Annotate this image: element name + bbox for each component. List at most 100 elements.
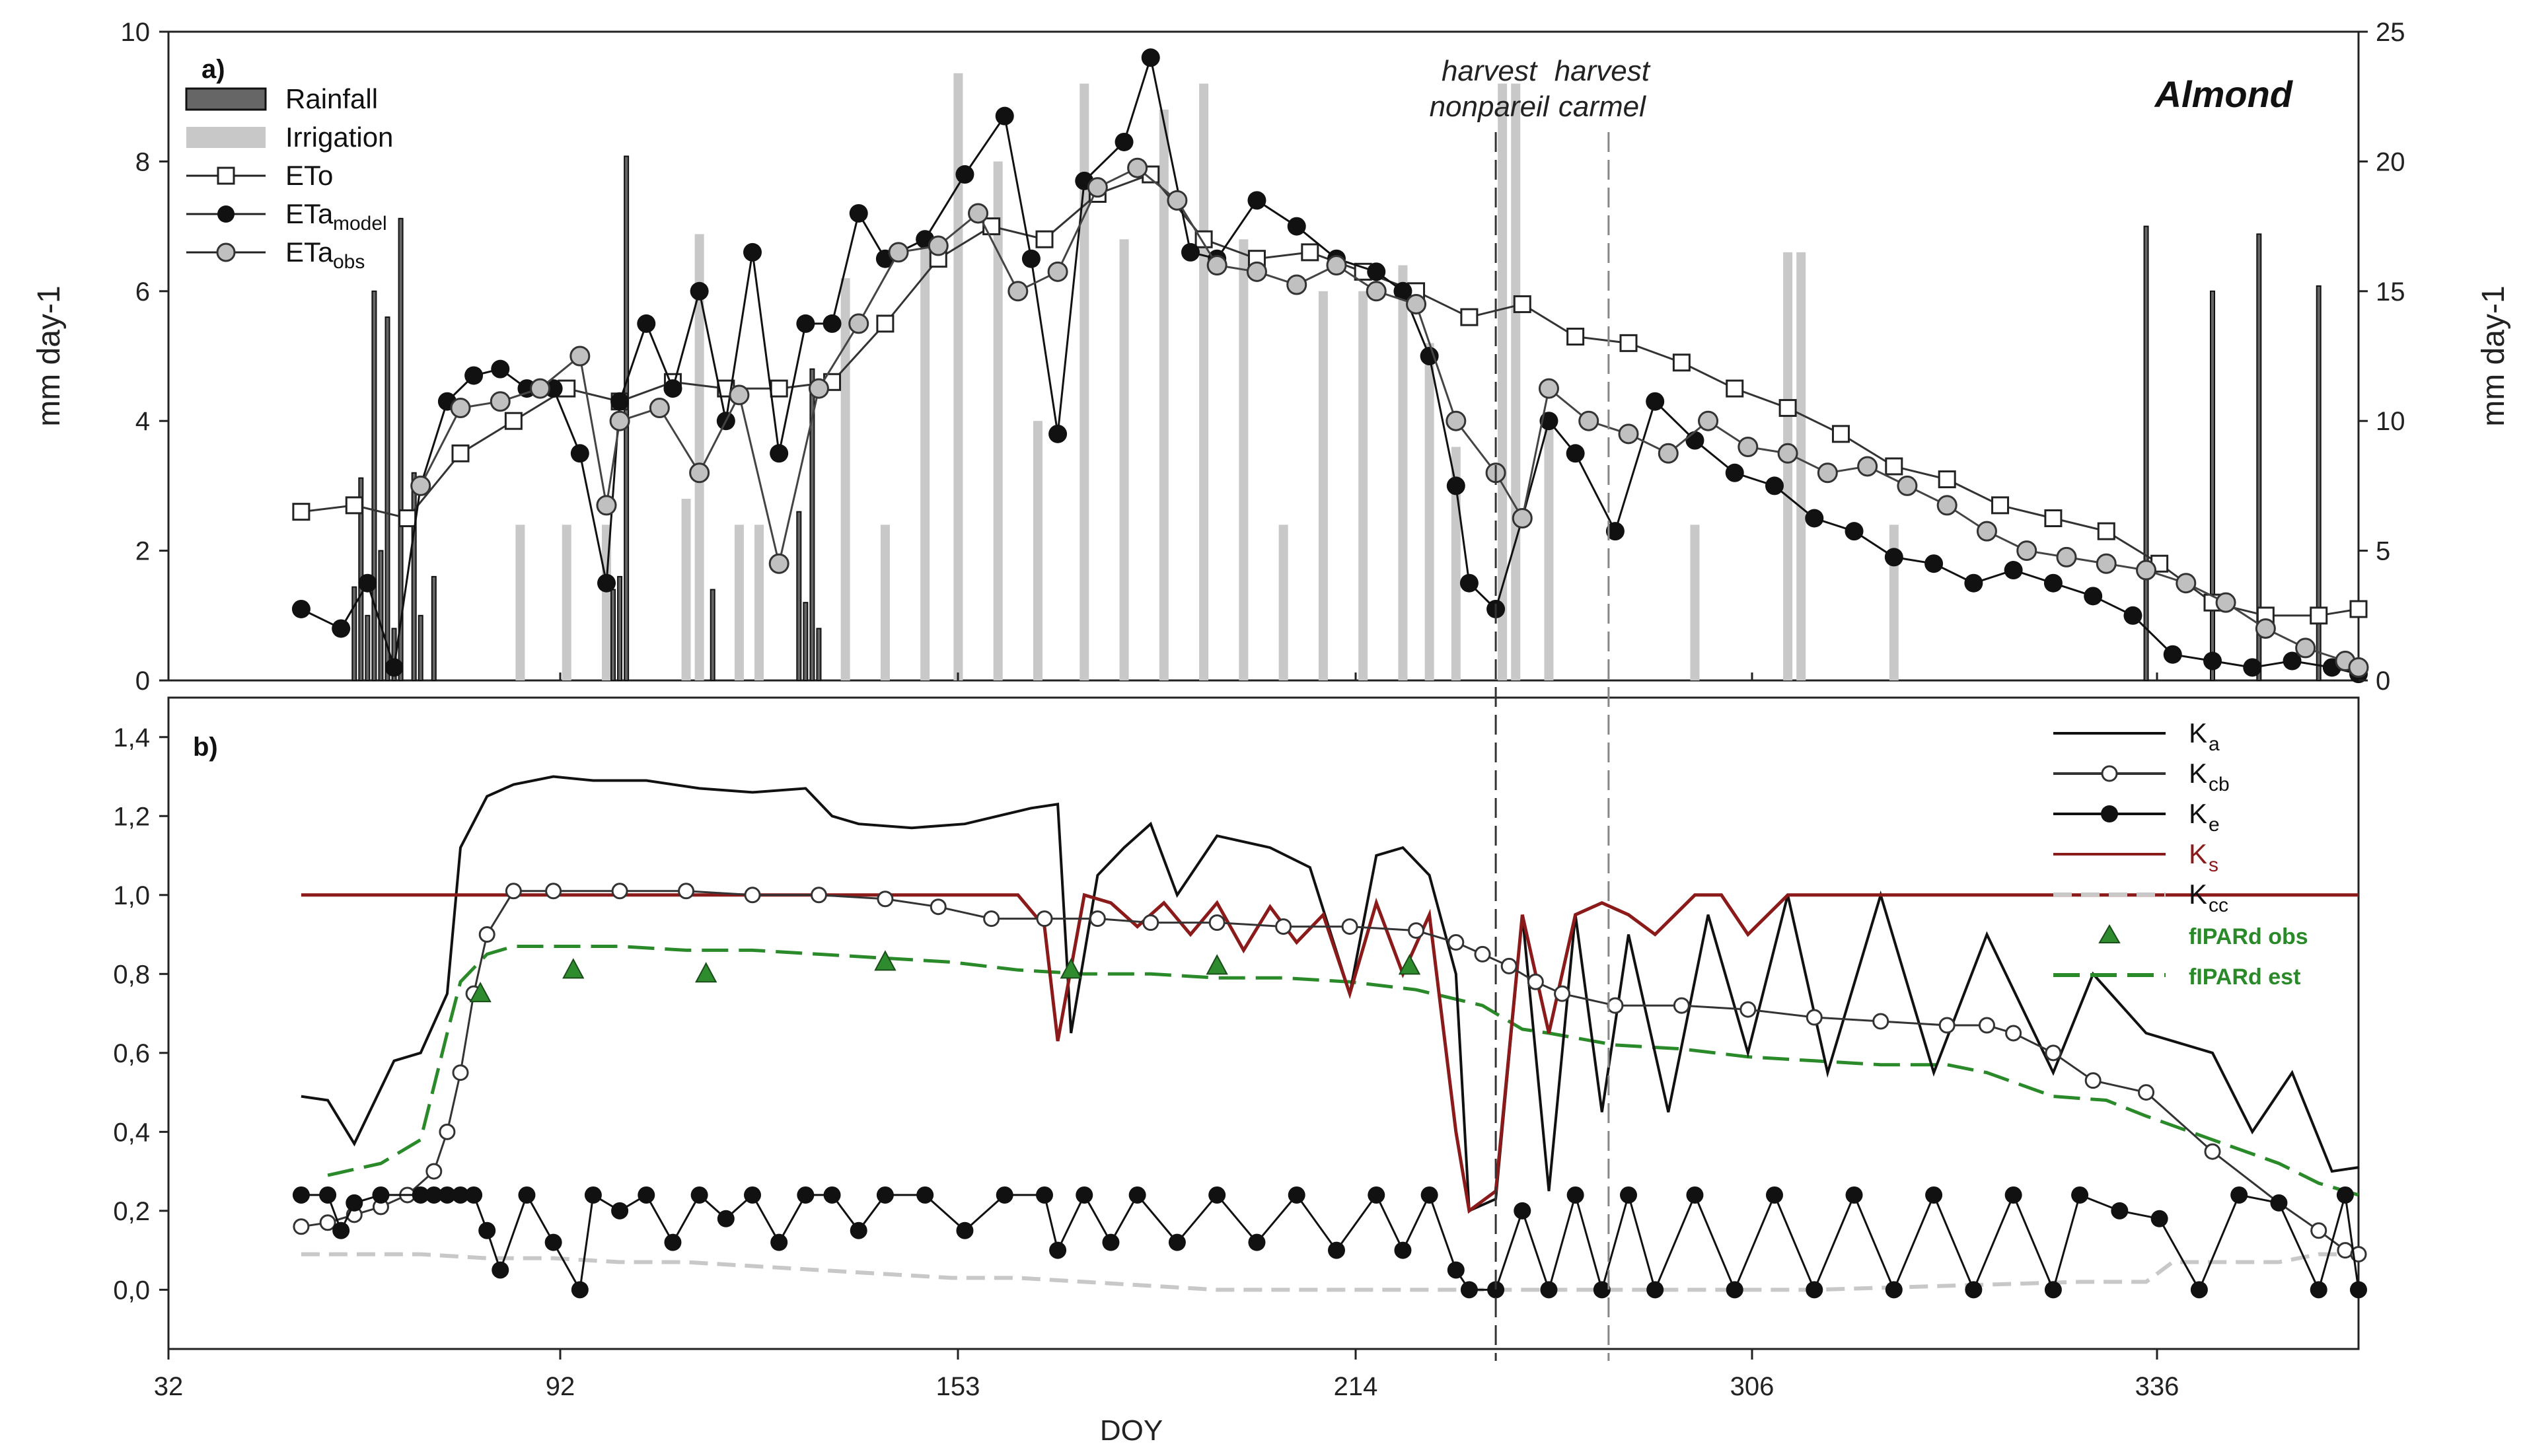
ke-point [916, 1186, 934, 1204]
eto-point [1301, 243, 1319, 262]
eta-model-point [570, 444, 589, 463]
kcb-point [1275, 918, 1292, 935]
irrigation-bar [1239, 239, 1249, 680]
eta-model-point [358, 573, 377, 593]
eto-point [1831, 425, 1850, 443]
kcb-point [1938, 1017, 1956, 1034]
eto-point [292, 503, 311, 521]
y-tick-label: 8 [135, 147, 150, 176]
eta-model-point [743, 242, 762, 262]
ke-point [1328, 1241, 1345, 1259]
eta-obs-point [1618, 423, 1639, 445]
panel-a-frame [167, 30, 2360, 682]
eta-obs-point [968, 203, 989, 224]
legend-label: K [2189, 758, 2207, 789]
kcb-point [1447, 933, 1465, 951]
eta-model-point [690, 281, 709, 301]
ke-point [319, 1186, 337, 1204]
ke-point [2071, 1186, 2089, 1204]
eto-point [770, 379, 788, 398]
ke-point [1965, 1281, 1983, 1299]
kcb-point [439, 1123, 456, 1140]
legend-irrigation-swatch [186, 127, 266, 148]
eto-point [1938, 470, 1956, 489]
eta-obs-point [2255, 618, 2276, 639]
eta-model-point [2163, 645, 2182, 664]
rainfall-bar [2210, 290, 2215, 681]
ke-point [1420, 1186, 1438, 1204]
kcb-point [1474, 945, 1491, 963]
legend-label: Irrigation [285, 122, 393, 153]
ke-point [1102, 1233, 1120, 1251]
legend-rainfall-swatch [185, 87, 267, 111]
eta-obs-point [1512, 508, 1533, 528]
irrigation-bar [1796, 252, 1806, 680]
eta-model-point [637, 314, 656, 333]
kcb-point [2337, 1242, 2354, 1259]
kcb-point [983, 910, 1000, 928]
kcb-point [319, 1214, 336, 1231]
eta-model-point [1685, 431, 1704, 450]
kcb-point [1500, 957, 1518, 974]
kcb-point [425, 1163, 443, 1180]
rainfall-bar [2256, 233, 2262, 682]
ke-point [1076, 1186, 1093, 1204]
ke-point [664, 1233, 682, 1251]
eta-obs-point [410, 475, 431, 496]
irrigation-bar [694, 234, 704, 680]
irrigation-bar [1511, 83, 1521, 680]
ke-point [638, 1186, 655, 1204]
ke-point [1806, 1281, 1823, 1299]
eta-model-point [1646, 392, 1665, 411]
eta-obs-point [1406, 293, 1427, 314]
harvest-annotation: harvest [1442, 55, 1538, 87]
kcb-point [744, 887, 761, 904]
irrigation-bar [1498, 83, 1508, 680]
ke-point [465, 1186, 483, 1204]
eta-model-point [2123, 606, 2142, 625]
y-tick-label: 2 [135, 537, 150, 566]
kcb-point [2204, 1143, 2221, 1160]
eta-obs-point [1206, 255, 1227, 276]
eta-model-point [610, 392, 630, 411]
eta-model-point [823, 314, 842, 333]
kcb-point [810, 887, 827, 904]
eta-model-point [2283, 651, 2302, 671]
eto-point [2044, 509, 2063, 527]
eta-obs-point [2215, 592, 2236, 613]
panel-b-label: b) [193, 733, 218, 762]
eta-model-point [1884, 548, 1903, 567]
ke-point [1925, 1186, 1943, 1204]
ke-point [1288, 1186, 1305, 1204]
ke-point [1368, 1186, 1385, 1204]
eta-model-point [464, 366, 484, 385]
legend-label: fIPARd obs [2189, 924, 2308, 949]
ke-line [301, 1191, 2360, 1293]
eta-obs-point [2295, 637, 2316, 659]
eta-obs-point [1286, 274, 1307, 295]
ke-point [1394, 1241, 1412, 1259]
eta-model-point [1765, 476, 1784, 495]
ke-point [2044, 1281, 2062, 1299]
rainfall-bar [365, 614, 371, 681]
eta-model-point [2004, 561, 2023, 580]
ke-point [797, 1186, 815, 1204]
x-axis-label: DOY [1100, 1414, 1163, 1447]
eta-obs-point [729, 384, 750, 406]
eta-model-point [491, 359, 510, 379]
rainfall-bar [398, 217, 404, 682]
eto-point [1778, 399, 1797, 418]
irrigation-bar [562, 525, 571, 680]
fipard-est-line [327, 945, 2359, 1197]
rainfall-bar [431, 575, 437, 681]
panel-a-label: a) [201, 55, 225, 84]
kcb-point [1408, 922, 1425, 939]
ke-point [1726, 1281, 1743, 1299]
rainfall-bar [617, 575, 623, 681]
ke-point [571, 1281, 589, 1299]
eto-point [2097, 522, 2115, 540]
kcb-point [2310, 1222, 2327, 1239]
legend-subscript: obs [333, 251, 365, 273]
eta-model-point [995, 106, 1014, 126]
ke-point [2350, 1281, 2367, 1299]
